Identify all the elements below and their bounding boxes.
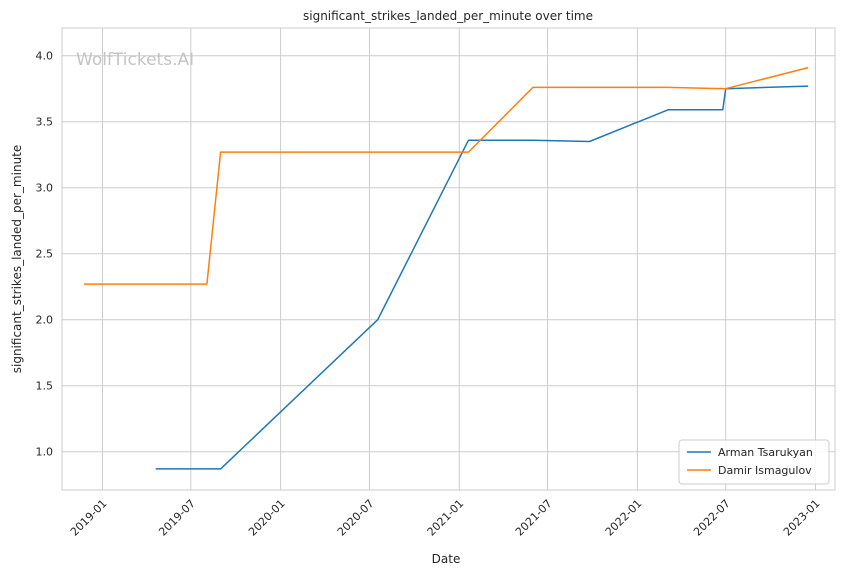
y-tick-label: 2.5: [36, 248, 54, 261]
y-axis-ticks: 1.0 1.5 2.0 2.5 3.0 3.5 4.0: [36, 50, 54, 459]
x-tick-label: 2020-07: [335, 497, 377, 539]
watermark: WolfTickets.AI: [76, 50, 194, 70]
legend-label-damir: Damir Ismagulov: [718, 464, 812, 477]
y-tick-label: 3.5: [36, 116, 54, 129]
chart-title: significant_strikes_landed_per_minute ov…: [303, 9, 593, 23]
x-tick-label: 2021-01: [425, 497, 467, 539]
x-tick-label: 2022-01: [603, 497, 645, 539]
series-layer: [84, 66, 809, 470]
x-tick-label: 2021-07: [513, 497, 555, 539]
series-line-1: [84, 66, 809, 285]
x-tick-label: 2019-01: [68, 497, 110, 539]
x-tick-label: 2019-07: [156, 497, 198, 539]
y-tick-label: 4.0: [36, 50, 54, 63]
x-tick-label: 2020-01: [246, 497, 288, 539]
series-line-0: [155, 85, 809, 470]
y-tick-label: 2.0: [36, 314, 54, 327]
legend: Arman Tsarukyan Damir Ismagulov: [678, 439, 830, 485]
legend-box: [678, 439, 830, 485]
plot-area: [62, 28, 835, 490]
x-axis-title: Date: [432, 552, 461, 566]
x-tick-label: 2022-07: [691, 497, 733, 539]
y-tick-label: 3.0: [36, 182, 54, 195]
plot-frame: [61, 27, 836, 491]
y-tick-label: 1.5: [36, 380, 54, 393]
y-tick-label: 1.0: [36, 446, 54, 459]
x-tick-label: 2023-01: [781, 497, 823, 539]
y-axis-title: significant_strikes_landed_per_minute: [10, 145, 24, 374]
x-axis-ticks: 2019-01 2019-07 2020-01 2020-07 2021-01 2021-…: [68, 497, 823, 539]
legend-label-arman: Arman Tsarukyan: [718, 446, 813, 459]
